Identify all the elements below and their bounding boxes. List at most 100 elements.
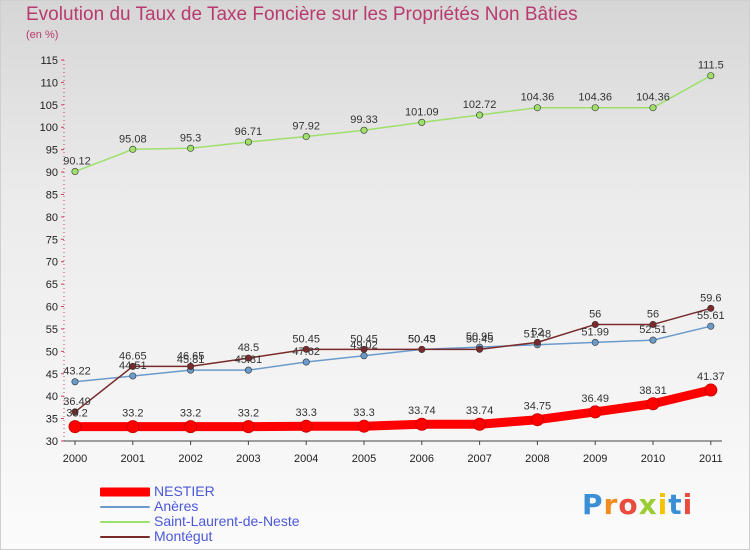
data-label: 104.36: [521, 92, 555, 104]
logo-letter: i: [682, 488, 694, 521]
data-label: 45.81: [177, 354, 205, 366]
data-label: 49.02: [350, 340, 378, 352]
series-layer: [68, 72, 718, 434]
y-tick-label: 30: [46, 436, 58, 448]
data-label: 47.62: [292, 346, 320, 358]
data-point: [302, 358, 310, 366]
logo-letter: o: [618, 488, 639, 521]
data-label: 101.09: [405, 106, 439, 118]
data-label: 104.36: [636, 92, 670, 104]
x-tick-label: 2003: [236, 453, 260, 465]
unit-label: (en %): [26, 29, 59, 41]
data-point: [71, 168, 79, 176]
chart-title: Evolution du Taux de Taxe Foncière sur l…: [26, 4, 578, 25]
data-label: 99.33: [350, 114, 378, 126]
y-tick-label: 35: [46, 414, 58, 426]
y-tick-label: 90: [46, 167, 58, 179]
data-point: [360, 345, 368, 353]
data-point: [241, 420, 255, 434]
data-point: [649, 336, 657, 344]
data-point: [530, 413, 544, 427]
data-label: 50.45: [350, 333, 378, 345]
y-tick-label: 110: [40, 77, 58, 89]
series-line-2: [74, 74, 712, 173]
data-label: 59.6: [700, 292, 721, 304]
data-label: 95.3: [180, 132, 201, 144]
data-point: [707, 304, 715, 312]
y-tick-label: 50: [46, 346, 58, 358]
data-label: 36.49: [581, 393, 609, 405]
proxiti-logo: Proxiti: [582, 488, 693, 521]
data-point: [299, 419, 313, 433]
data-point: [129, 372, 137, 380]
data-point: [129, 145, 137, 153]
data-point: [302, 345, 310, 353]
series-line-0: [70, 385, 716, 432]
data-point: [71, 378, 79, 386]
data-point: [707, 322, 715, 330]
data-point: [244, 366, 252, 374]
data-point: [244, 354, 252, 362]
data-point: [649, 104, 657, 112]
y-tick-label: 95: [46, 145, 58, 157]
logo-letter: x: [638, 488, 658, 521]
x-tick-label: 2001: [121, 453, 145, 465]
data-label: 33.2: [180, 408, 201, 420]
data-point: [244, 138, 252, 146]
data-label: 50.43: [408, 333, 436, 345]
data-point: [476, 111, 484, 119]
y-tick-label: 75: [46, 234, 58, 246]
legend-label: Anères: [154, 498, 199, 514]
data-point: [415, 417, 429, 431]
x-tick-label: 2010: [641, 453, 665, 465]
legend-label: NESTIER: [154, 483, 215, 499]
data-point: [360, 126, 368, 134]
x-tick-label: 2011: [699, 453, 723, 465]
data-label: 50.45: [466, 333, 494, 345]
data-point: [591, 104, 599, 112]
x-tick-label: 2000: [63, 453, 87, 465]
data-point: [591, 338, 599, 346]
x-tick-label: 2005: [352, 453, 376, 465]
data-point: [533, 338, 541, 346]
x-tick-label: 2004: [294, 453, 318, 465]
series-line-3: [74, 307, 712, 413]
legend-swatch: [100, 520, 150, 523]
data-point: [418, 345, 426, 353]
data-label: 33.74: [408, 405, 436, 417]
data-point: [418, 118, 426, 126]
data-label: 55.61: [697, 310, 725, 322]
data-point: [533, 104, 541, 112]
data-point: [707, 72, 715, 80]
data-point: [646, 397, 660, 411]
data-label: 38.31: [639, 385, 667, 397]
data-point: [588, 405, 602, 419]
data-label: 52.51: [639, 324, 667, 336]
logo-letter: i: [657, 488, 669, 521]
y-tick-label: 80: [46, 212, 58, 224]
legend-swatch: [100, 535, 150, 538]
data-label: 46.65: [177, 350, 205, 362]
y-tick-label: 100: [40, 122, 58, 134]
data-labels: 90.12 95.08 95.3 96.71 97.92 99.33 101.09 102.7…: [63, 60, 724, 420]
y-tick-label: 55: [46, 324, 58, 336]
axes: 30 35 40 45 50 55 60 65 70 75 80 85 90 95 100 105 110 115…: [40, 55, 723, 465]
data-label: 52: [531, 326, 543, 338]
data-label: 97.92: [292, 121, 320, 133]
data-point: [187, 144, 195, 152]
data-label: 33.3: [295, 407, 316, 419]
data-label: 33.2: [66, 408, 87, 420]
data-label: 90.12: [63, 156, 91, 168]
data-point: [357, 419, 371, 433]
y-tick-label: 115: [40, 55, 58, 67]
data-label: 51.99: [581, 326, 609, 338]
data-label: 95.08: [119, 133, 147, 145]
data-point: [71, 408, 79, 416]
legend-swatch: [100, 505, 150, 508]
data-point: [473, 417, 487, 431]
data-label: 41.37: [697, 371, 725, 383]
data-point: [476, 345, 484, 353]
data-point: [591, 320, 599, 328]
